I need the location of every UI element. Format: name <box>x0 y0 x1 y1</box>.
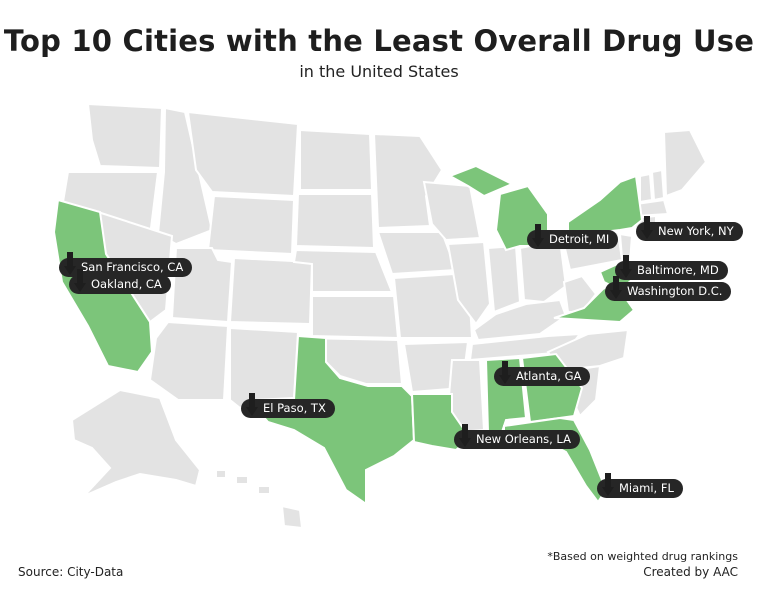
city-label-miami: Miami, FL <box>597 473 683 498</box>
state-ohio <box>518 238 568 304</box>
arrow-down-icon <box>641 216 653 239</box>
city-label-new-orleans: New Orleans, LA <box>454 424 580 449</box>
state-texas <box>254 334 416 506</box>
state-hawaii-3 <box>257 485 271 495</box>
state-washington <box>86 102 164 170</box>
state-indiana <box>486 244 522 314</box>
state-idaho <box>156 106 214 246</box>
city-label-san-francisco: San Francisco, CA <box>59 252 193 277</box>
state-wyoming <box>206 194 296 256</box>
city-name: Miami, FL <box>619 481 674 495</box>
state-michigan-upper <box>447 164 515 198</box>
city-name: Detroit, MI <box>549 232 610 246</box>
page-title: Top 10 Cities with the Least Overall Dru… <box>3 24 755 58</box>
state-south-dakota <box>294 193 376 250</box>
state-alaska <box>70 388 202 497</box>
state-hawaii-2 <box>235 475 249 485</box>
state-illinois <box>446 240 492 326</box>
state-missouri <box>392 272 474 339</box>
state-new-hampshire <box>650 168 666 202</box>
city-label-oakland: Oakland, CA <box>69 269 171 294</box>
state-nebraska <box>292 248 394 293</box>
source-text: Source: City-Data <box>18 565 124 579</box>
city-name: New Orleans, LA <box>476 432 571 446</box>
page-subtitle: in the United States <box>299 62 459 81</box>
city-name: Atlanta, GA <box>516 369 582 383</box>
state-arizona <box>148 320 230 401</box>
arrow-down-icon <box>532 224 544 247</box>
arrow-down-icon <box>74 269 86 292</box>
arrow-down-icon <box>64 252 76 275</box>
state-colorado <box>228 256 314 326</box>
state-hawaii-1 <box>215 469 227 479</box>
state-new-mexico <box>229 326 300 410</box>
arrow-down-icon <box>459 424 471 447</box>
city-name: New York, NY <box>658 224 734 238</box>
state-hawaii-4 <box>280 504 304 530</box>
arrow-down-icon <box>246 393 258 416</box>
city-label-atlanta: Atlanta, GA <box>494 361 591 386</box>
city-name: Washington D.C. <box>627 284 723 298</box>
arrow-down-icon <box>610 276 622 299</box>
city-label-el-paso: El Paso, TX <box>241 393 335 418</box>
city-label-washington-dc: Washington D.C. <box>605 276 732 301</box>
state-kentucky <box>472 298 568 342</box>
state-vermont <box>639 172 654 204</box>
state-wisconsin <box>422 180 482 242</box>
arrow-down-icon <box>499 361 511 384</box>
credit-text: Created by AAC <box>643 565 738 579</box>
state-maine <box>662 128 708 198</box>
city-name: El Paso, TX <box>263 401 326 415</box>
arrow-down-icon <box>602 473 614 496</box>
state-montana <box>186 110 300 198</box>
state-kansas <box>311 295 400 340</box>
city-name: Oakland, CA <box>91 277 162 291</box>
city-label-baltimore: Baltimore, MD <box>615 255 728 280</box>
state-north-dakota <box>299 128 374 191</box>
city-label-detroit: Detroit, MI <box>527 224 619 249</box>
city-name: San Francisco, CA <box>81 260 184 274</box>
arrow-down-icon <box>620 255 632 278</box>
state-new-york <box>567 174 644 238</box>
footnote-text: *Based on weighted drug rankings <box>547 550 738 563</box>
city-name: Baltimore, MD <box>637 263 719 277</box>
city-label-new-york: New York, NY <box>636 216 743 241</box>
